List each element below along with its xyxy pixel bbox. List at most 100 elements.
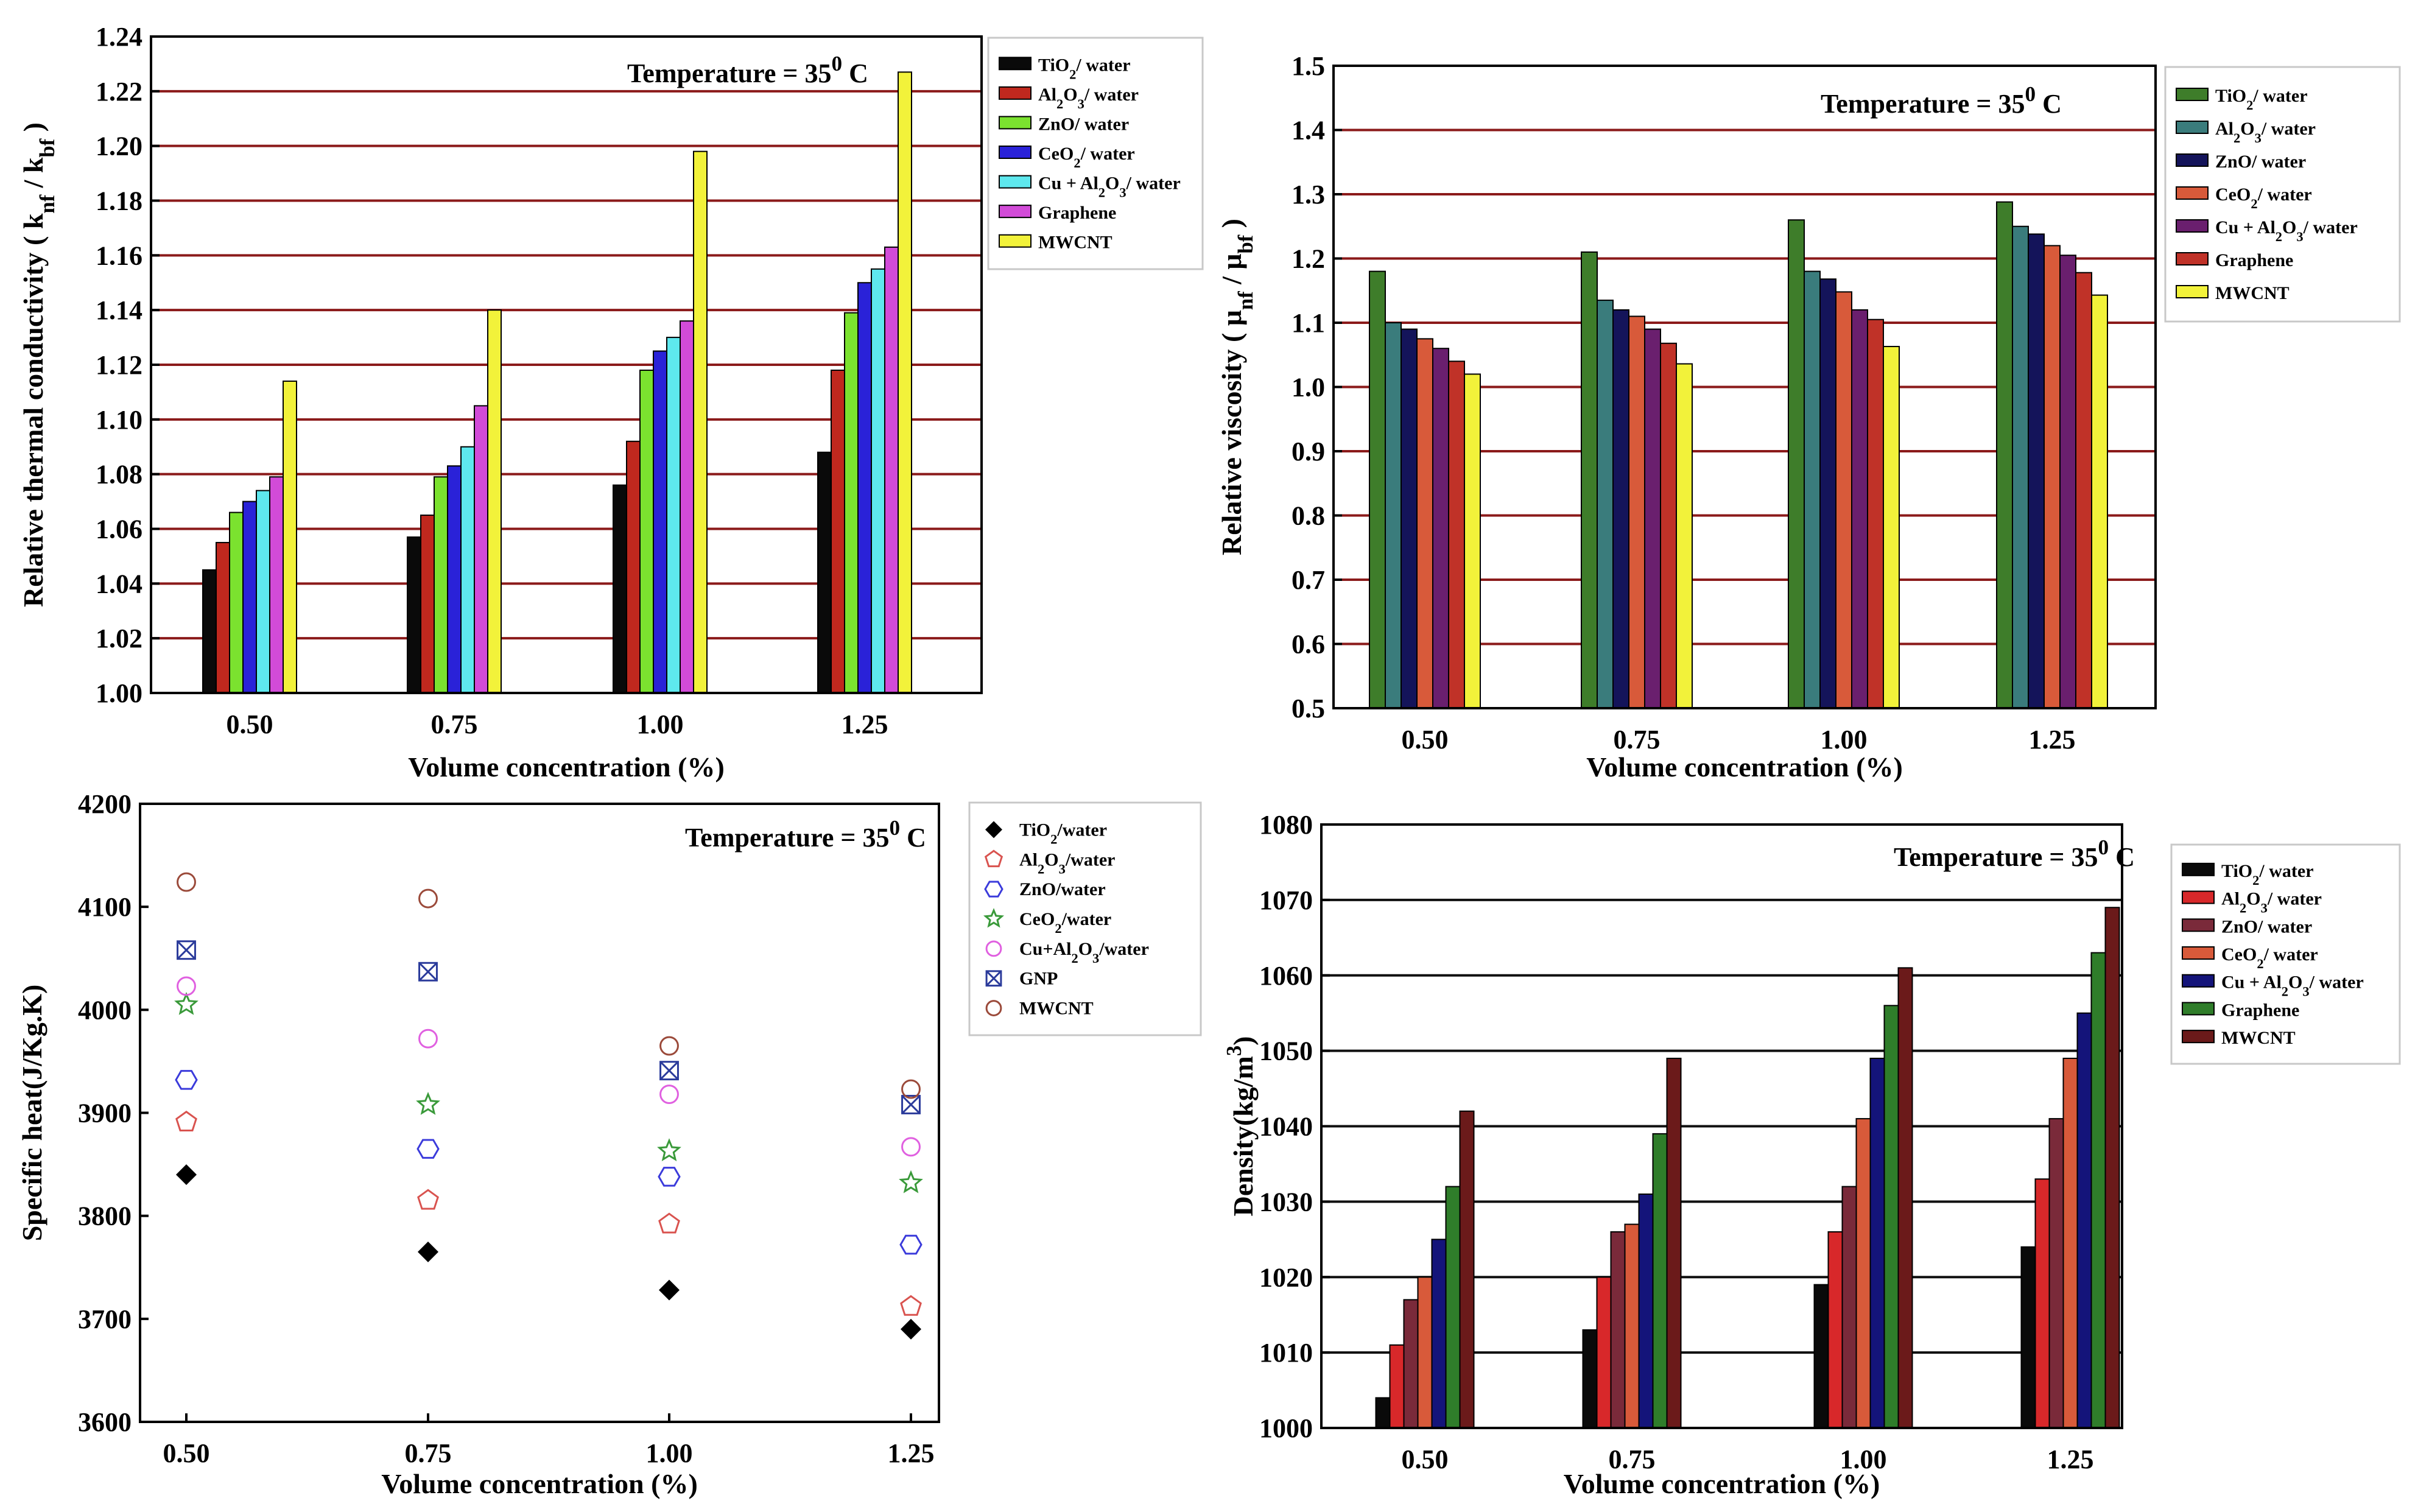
bar [1403, 1299, 1419, 1429]
scatter-point [901, 1137, 921, 1157]
y-tick-label: 1.22 [96, 77, 142, 107]
specific-heat-chart: 3600 3700 3800 3900 4000 4100 4200 0.50 0.75 1.00… [16, 789, 1202, 1499]
scatter-point [659, 1279, 680, 1301]
bar [1676, 363, 1693, 709]
bar [1883, 346, 1900, 709]
scatter-point [176, 1164, 197, 1185]
bar [817, 451, 832, 694]
bar [1652, 1133, 1668, 1429]
bar [269, 476, 284, 694]
legend-swatch [2182, 1002, 2215, 1016]
scatter-point [418, 888, 438, 909]
plot-frame-top [150, 35, 983, 694]
marker-cross [177, 940, 196, 960]
legend-label: Graphene [2221, 1000, 2299, 1020]
y-axis-label: Density(kg/m3) [1223, 1036, 1259, 1217]
scatter-point [659, 1085, 679, 1105]
bar [1638, 1193, 1654, 1429]
x-tick-label: 1.25 [2029, 725, 2076, 754]
legend-swatch [999, 205, 1032, 219]
legend-swatch [2182, 918, 2215, 932]
y-tick-label: 1.4 [1292, 116, 1325, 146]
x-tick-label: 0.50 [1402, 1444, 1449, 1474]
y-tick-label: 1.06 [96, 515, 142, 544]
bar [2048, 1118, 2064, 1429]
scatter-point [901, 1318, 921, 1340]
marker-box [659, 1061, 679, 1081]
thermal-conductivity-chart: 1.00 1.02 1.04 1.06 1.08 1.10 1.12 1.14 1.16 1.18… [18, 22, 1204, 782]
bar [1819, 278, 1836, 709]
bar [1375, 1397, 1391, 1429]
scatter-point [657, 1138, 681, 1162]
y-tick-label: 1040 [1259, 1112, 1313, 1142]
scatter-point [901, 1095, 921, 1114]
x-axis-label: Volume concentration (%) [1586, 751, 1903, 782]
legend-label: TiO2/ water [1038, 55, 1131, 81]
legend-label: Al2O3/ water [2215, 119, 2316, 146]
bar [2034, 1178, 2050, 1429]
bar [1596, 1276, 1612, 1429]
legend-swatch [2176, 252, 2209, 265]
bar [1813, 1284, 1829, 1429]
scatter-point [175, 1070, 198, 1090]
legend-label: GNP [1019, 969, 1058, 989]
legend-label: Cu + Al2O3/ water [2221, 972, 2364, 999]
marker-cross [659, 1061, 679, 1080]
legend-swatch [999, 234, 1032, 248]
bar [1459, 1110, 1475, 1429]
scatter-point [177, 872, 196, 892]
legend-swatch [2182, 890, 2215, 904]
bar [474, 405, 488, 694]
marker-box [901, 1095, 921, 1114]
marker-cross [986, 970, 1002, 986]
viscosity-chart: 0.5 0.6 0.7 0.8 0.9 1.0 1.1 1.2 1.3 1.4 1.5 0.50 0.7… [1216, 51, 2401, 782]
legend-marker [985, 1000, 1002, 1016]
y-tick-label: 1060 [1259, 961, 1313, 991]
bar [871, 268, 885, 694]
x-tick-label: 1.00 [646, 1438, 693, 1468]
y-tick-label: 1020 [1259, 1262, 1313, 1292]
bar [693, 150, 708, 694]
bar [1897, 967, 1913, 1429]
legend-marker [984, 849, 1003, 868]
x-tick-label: 0.75 [431, 709, 478, 739]
scatter-point [416, 1139, 440, 1159]
bar [1804, 270, 1821, 709]
bar [2104, 907, 2120, 1429]
legend-label: MWCNT [1038, 233, 1112, 253]
legend-label: Al2O3/water [1019, 849, 1115, 876]
legend-label: ZnO/water [1019, 879, 1106, 899]
bar [229, 512, 244, 694]
bar [2020, 1246, 2036, 1429]
bar [1597, 300, 1614, 709]
y-tick-label: 4000 [78, 995, 132, 1025]
legend-label: MWCNT [2215, 283, 2290, 303]
legend-marker [985, 940, 1002, 957]
y-tick-label: 1.12 [96, 350, 142, 380]
legend-swatch [2176, 121, 2209, 134]
bar [1612, 309, 1629, 709]
bar [447, 465, 462, 694]
bar [1389, 1344, 1405, 1429]
legend-label: Cu + Al2O3/ water [2215, 217, 2358, 244]
y-tick-label: 1.08 [96, 460, 142, 490]
legend-label: Cu + Al2O3/ water [1038, 174, 1181, 200]
y-tick-label: 1.3 [1292, 180, 1325, 209]
legend-swatch [999, 86, 1032, 100]
y-tick-label: 1.24 [96, 22, 142, 52]
y-tick-label: 3600 [78, 1407, 132, 1437]
bar [1788, 219, 1805, 709]
scatter-point [416, 1092, 440, 1115]
bar [283, 380, 297, 694]
y-tick-label: 1080 [1259, 810, 1313, 840]
legend-marker [985, 970, 1002, 987]
bar [1385, 322, 1402, 709]
bar [626, 440, 641, 694]
legend-swatch [999, 175, 1032, 189]
bar [1610, 1231, 1626, 1429]
legend-label: Graphene [2215, 250, 2293, 270]
y-tick-label: 0.5 [1292, 694, 1325, 723]
bar [420, 515, 435, 694]
scatter-point [174, 991, 199, 1015]
